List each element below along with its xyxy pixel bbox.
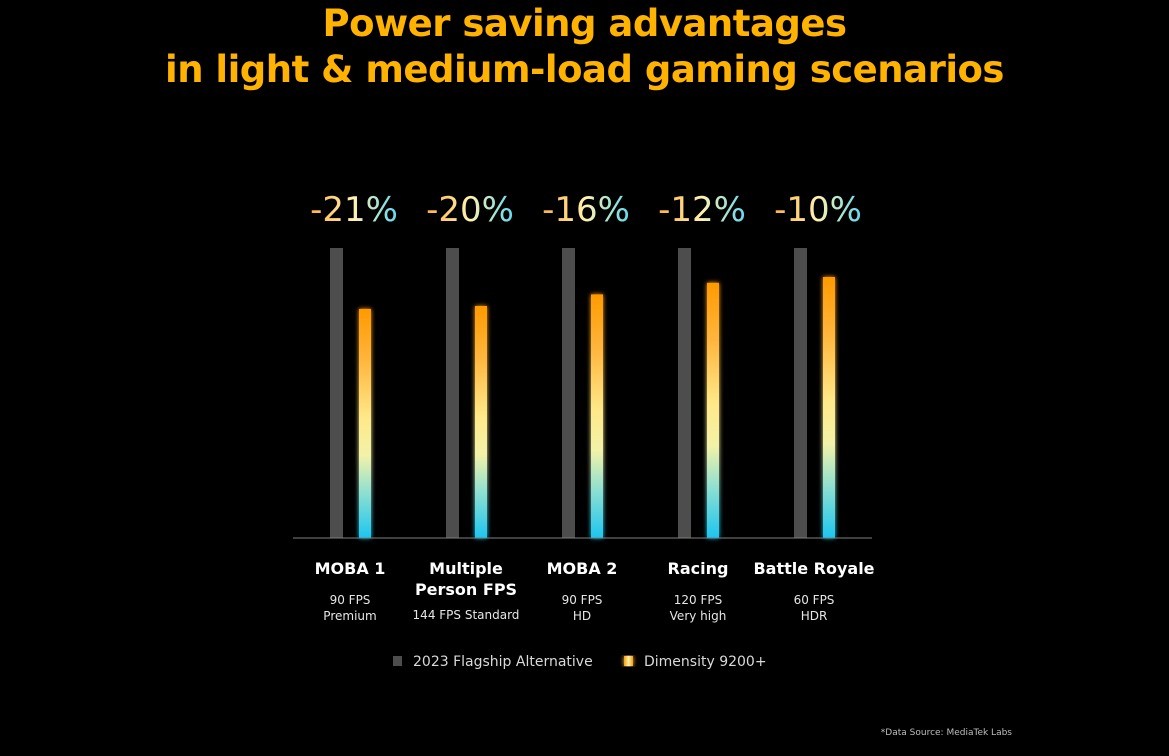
legend: 2023 Flagship Alternative Dimensity 9200+ xyxy=(393,654,767,670)
percent-label: -12% xyxy=(658,190,746,230)
chart-title-line-2: in light & medium-load gaming scenarios xyxy=(165,48,1004,91)
dimensity-bar xyxy=(591,294,603,538)
category-name: Person FPS xyxy=(415,580,517,599)
bars-group xyxy=(330,248,835,538)
category-detail: Very high xyxy=(670,609,727,623)
dimensity-bar xyxy=(823,277,835,538)
category-detail: 144 FPS Standard xyxy=(413,608,520,622)
alternative-bar xyxy=(562,248,575,538)
legend-label-dimensity: Dimensity 9200+ xyxy=(644,654,767,670)
category-name: Multiple xyxy=(429,559,503,578)
category-detail: HD xyxy=(573,609,591,623)
category-detail: 90 FPS xyxy=(330,593,371,607)
category-name: MOBA 2 xyxy=(547,559,618,578)
dimensity-bar xyxy=(707,282,719,538)
category-name: Battle Royale xyxy=(753,559,874,578)
category-detail: 90 FPS xyxy=(562,593,603,607)
category-detail: 60 FPS xyxy=(794,593,835,607)
percent-label: -10% xyxy=(774,190,862,230)
legend-swatch-dimensity xyxy=(624,656,633,666)
alternative-bar xyxy=(330,248,343,538)
category-name: MOBA 1 xyxy=(315,559,386,578)
category-name: Racing xyxy=(668,559,729,578)
dimensity-bar xyxy=(475,306,487,538)
labels-group: -21% MOBA 1 90 FPS Premium -20% Multiple Perso… xyxy=(310,190,875,623)
legend-label-alternative: 2023 Flagship Alternative xyxy=(413,654,593,670)
category-detail: HDR xyxy=(801,609,828,623)
category-detail: 120 FPS xyxy=(674,593,722,607)
percent-label: -20% xyxy=(426,190,514,230)
percent-label: -21% xyxy=(310,190,398,230)
dimensity-bar xyxy=(359,308,371,538)
percent-label: -16% xyxy=(542,190,630,230)
data-source-note: *Data Source: MediaTek Labs xyxy=(880,728,1012,738)
legend-swatch-alternative xyxy=(393,656,402,666)
category-detail: Premium xyxy=(323,609,376,623)
chart-title-line-1: Power saving advantages xyxy=(322,2,847,45)
alternative-bar xyxy=(678,248,691,538)
alternative-bar xyxy=(446,248,459,538)
alternative-bar xyxy=(794,248,807,538)
